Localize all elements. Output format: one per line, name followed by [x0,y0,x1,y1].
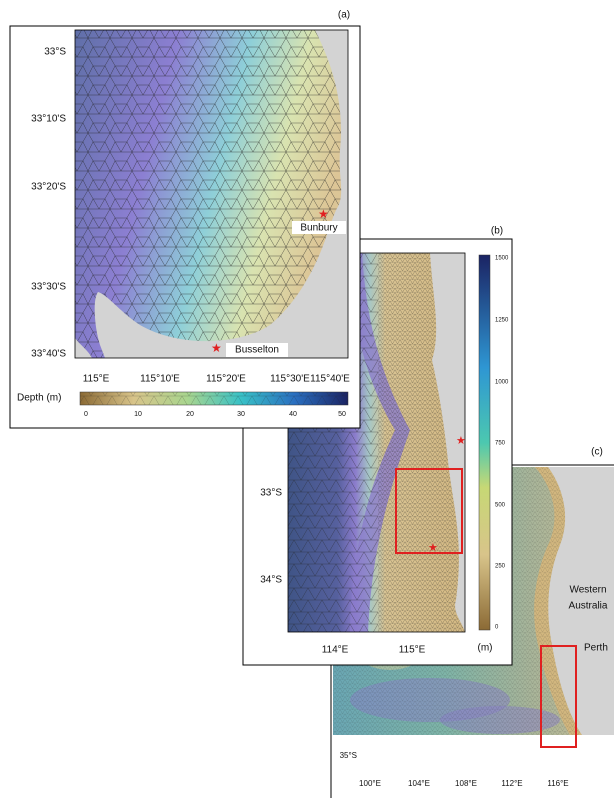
colorbar-tick-label: 10 [134,411,142,418]
colorbar-tick-label: 1000 [495,380,509,386]
x-tick-label: 115°10'E [140,374,180,385]
x-tick-label: 115°40'E [310,374,350,385]
x-tick-label: 116°E [547,779,568,788]
place-label: Australia [569,601,608,612]
colorbar-tick-label: 1250 [495,318,509,324]
panel-label: (a) [338,10,350,21]
y-tick-label: 33°40'S [31,349,66,360]
svg-text:★: ★ [428,542,438,554]
x-tick-label: 114°E [322,645,349,656]
colorbar-tick-label: 500 [495,503,506,509]
x-tick-label: 108°E [455,779,477,788]
place-label: Perth [584,643,608,654]
y-tick-label: 35°S [340,751,357,760]
svg-text:★: ★ [456,435,466,447]
colorbar-tick-label: 40 [289,411,297,418]
colorbar-tick-label: 1500 [495,256,509,262]
svg-text:★: ★ [211,341,222,355]
colorbar-tick-label: 250 [495,564,506,570]
place-label: Bunbury [300,223,337,234]
colorbar-tick-label: 0 [84,411,88,418]
x-tick-label: 100°E [359,779,381,788]
y-tick-label: 33°30'S [31,282,66,293]
colorbar-tick-label: 30 [237,411,245,418]
panel-label: (c) [591,447,603,458]
x-tick-label: 115°E [399,645,426,656]
place-label: Western [569,585,606,596]
svg-text:★: ★ [318,207,329,221]
place-label: Busselton [235,345,279,356]
figure: (c) Western Australia Perth 35°S 100°E 1… [0,0,614,798]
x-tick-label: 112°E [501,779,522,788]
colorbar-tick-label: 20 [186,411,194,418]
panel-label: (b) [491,226,503,237]
y-tick-label: 33°20'S [31,182,66,193]
x-tick-label: 104°E [408,779,430,788]
colorbar-tick-label: 750 [495,441,506,447]
colorbar-unit: (m) [478,643,493,654]
y-tick-label: 33°S [260,488,282,499]
x-tick-label: 115°E [83,374,110,385]
y-tick-label: 34°S [260,575,282,586]
y-tick-label: 33°10'S [31,114,66,125]
x-tick-label: 115°30'E [270,374,310,385]
colorbar-tick-label: 50 [338,411,346,418]
x-tick-label: 115°20'E [206,374,246,385]
colorbar-title: Depth (m) [17,393,61,404]
panel-a: ★ ★ Bunbury Busselton (a) 33°S 33°10'S 3… [10,10,360,428]
y-tick-label: 33°S [44,47,66,58]
